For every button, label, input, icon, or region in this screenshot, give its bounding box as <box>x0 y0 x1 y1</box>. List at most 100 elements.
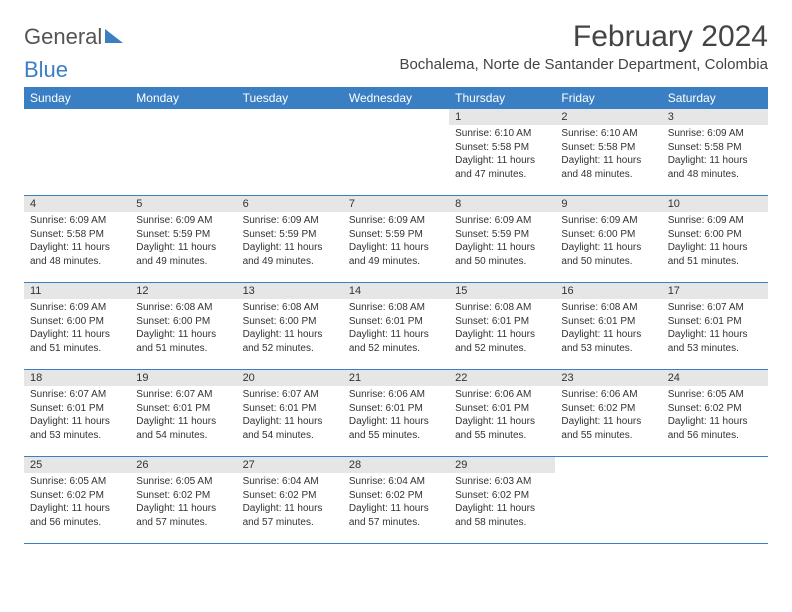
day-number: 9 <box>555 196 661 212</box>
calendar-cell: 2Sunrise: 6:10 AMSunset: 5:58 PMDaylight… <box>555 109 661 196</box>
day-details: Sunrise: 6:07 AMSunset: 6:01 PMDaylight:… <box>237 386 343 446</box>
calendar-cell: 20Sunrise: 6:07 AMSunset: 6:01 PMDayligh… <box>237 370 343 457</box>
calendar-week-row: ........1Sunrise: 6:10 AMSunset: 5:58 PM… <box>24 109 768 196</box>
day-number: 8 <box>449 196 555 212</box>
calendar-cell: 23Sunrise: 6:06 AMSunset: 6:02 PMDayligh… <box>555 370 661 457</box>
calendar-cell: 25Sunrise: 6:05 AMSunset: 6:02 PMDayligh… <box>24 457 130 544</box>
day-details: Sunrise: 6:07 AMSunset: 6:01 PMDaylight:… <box>24 386 130 446</box>
day-details: Sunrise: 6:07 AMSunset: 6:01 PMDaylight:… <box>130 386 236 446</box>
day-details: Sunrise: 6:09 AMSunset: 5:58 PMDaylight:… <box>24 212 130 272</box>
day-number: 25 <box>24 457 130 473</box>
day-number: 14 <box>343 283 449 299</box>
day-details: Sunrise: 6:05 AMSunset: 6:02 PMDaylight:… <box>24 473 130 533</box>
calendar-cell: 16Sunrise: 6:08 AMSunset: 6:01 PMDayligh… <box>555 283 661 370</box>
calendar-cell: 18Sunrise: 6:07 AMSunset: 6:01 PMDayligh… <box>24 370 130 457</box>
day-details: Sunrise: 6:08 AMSunset: 6:00 PMDaylight:… <box>130 299 236 359</box>
calendar-cell: 3Sunrise: 6:09 AMSunset: 5:58 PMDaylight… <box>662 109 768 196</box>
calendar-cell: 1Sunrise: 6:10 AMSunset: 5:58 PMDaylight… <box>449 109 555 196</box>
day-details: Sunrise: 6:09 AMSunset: 5:59 PMDaylight:… <box>130 212 236 272</box>
day-details: Sunrise: 6:08 AMSunset: 6:00 PMDaylight:… <box>237 299 343 359</box>
calendar-table: SundayMondayTuesdayWednesdayThursdayFrid… <box>24 87 768 544</box>
day-details: Sunrise: 6:04 AMSunset: 6:02 PMDaylight:… <box>237 473 343 533</box>
day-number: 2 <box>555 109 661 125</box>
day-details: Sunrise: 6:09 AMSunset: 5:59 PMDaylight:… <box>449 212 555 272</box>
logo-text-2: Blue <box>24 57 768 83</box>
day-header: Monday <box>130 87 236 109</box>
day-header: Thursday <box>449 87 555 109</box>
day-number: 6 <box>237 196 343 212</box>
day-header: Saturday <box>662 87 768 109</box>
day-details: Sunrise: 6:03 AMSunset: 6:02 PMDaylight:… <box>449 473 555 533</box>
logo-text-1: General <box>24 24 102 50</box>
day-details: Sunrise: 6:09 AMSunset: 5:59 PMDaylight:… <box>343 212 449 272</box>
calendar-cell: 11Sunrise: 6:09 AMSunset: 6:00 PMDayligh… <box>24 283 130 370</box>
calendar-cell: 14Sunrise: 6:08 AMSunset: 6:01 PMDayligh… <box>343 283 449 370</box>
day-number: 23 <box>555 370 661 386</box>
day-number: 18 <box>24 370 130 386</box>
day-details: Sunrise: 6:08 AMSunset: 6:01 PMDaylight:… <box>449 299 555 359</box>
calendar-cell: 7Sunrise: 6:09 AMSunset: 5:59 PMDaylight… <box>343 196 449 283</box>
day-details: Sunrise: 6:09 AMSunset: 5:59 PMDaylight:… <box>237 212 343 272</box>
day-number: 22 <box>449 370 555 386</box>
day-details: Sunrise: 6:06 AMSunset: 6:01 PMDaylight:… <box>449 386 555 446</box>
day-number: 10 <box>662 196 768 212</box>
calendar-cell: 12Sunrise: 6:08 AMSunset: 6:00 PMDayligh… <box>130 283 236 370</box>
day-details: Sunrise: 6:09 AMSunset: 6:00 PMDaylight:… <box>24 299 130 359</box>
day-header: Wednesday <box>343 87 449 109</box>
calendar-cell: .. <box>24 109 130 196</box>
calendar-week-row: 11Sunrise: 6:09 AMSunset: 6:00 PMDayligh… <box>24 283 768 370</box>
day-number: 26 <box>130 457 236 473</box>
calendar-cell: 29Sunrise: 6:03 AMSunset: 6:02 PMDayligh… <box>449 457 555 544</box>
day-number: 1 <box>449 109 555 125</box>
calendar-cell: 13Sunrise: 6:08 AMSunset: 6:00 PMDayligh… <box>237 283 343 370</box>
day-number: 13 <box>237 283 343 299</box>
day-header: Friday <box>555 87 661 109</box>
calendar-cell: 22Sunrise: 6:06 AMSunset: 6:01 PMDayligh… <box>449 370 555 457</box>
day-number: 21 <box>343 370 449 386</box>
calendar-cell: 28Sunrise: 6:04 AMSunset: 6:02 PMDayligh… <box>343 457 449 544</box>
calendar-cell: 10Sunrise: 6:09 AMSunset: 6:00 PMDayligh… <box>662 196 768 283</box>
day-details: Sunrise: 6:06 AMSunset: 6:01 PMDaylight:… <box>343 386 449 446</box>
day-number: 29 <box>449 457 555 473</box>
calendar-cell: 24Sunrise: 6:05 AMSunset: 6:02 PMDayligh… <box>662 370 768 457</box>
day-details: Sunrise: 6:05 AMSunset: 6:02 PMDaylight:… <box>130 473 236 533</box>
calendar-cell: 26Sunrise: 6:05 AMSunset: 6:02 PMDayligh… <box>130 457 236 544</box>
day-details: Sunrise: 6:05 AMSunset: 6:02 PMDaylight:… <box>662 386 768 446</box>
day-header: Tuesday <box>237 87 343 109</box>
calendar-cell: 9Sunrise: 6:09 AMSunset: 6:00 PMDaylight… <box>555 196 661 283</box>
calendar-cell: 27Sunrise: 6:04 AMSunset: 6:02 PMDayligh… <box>237 457 343 544</box>
day-details: Sunrise: 6:06 AMSunset: 6:02 PMDaylight:… <box>555 386 661 446</box>
calendar-cell: .. <box>237 109 343 196</box>
calendar-cell: .. <box>662 457 768 544</box>
calendar-cell: 19Sunrise: 6:07 AMSunset: 6:01 PMDayligh… <box>130 370 236 457</box>
calendar-week-row: 25Sunrise: 6:05 AMSunset: 6:02 PMDayligh… <box>24 457 768 544</box>
day-number: 4 <box>24 196 130 212</box>
day-number: 24 <box>662 370 768 386</box>
logo-triangle-icon <box>105 29 123 43</box>
calendar-cell: 21Sunrise: 6:06 AMSunset: 6:01 PMDayligh… <box>343 370 449 457</box>
calendar-cell: 6Sunrise: 6:09 AMSunset: 5:59 PMDaylight… <box>237 196 343 283</box>
day-details: Sunrise: 6:08 AMSunset: 6:01 PMDaylight:… <box>555 299 661 359</box>
calendar-cell: .. <box>130 109 236 196</box>
calendar-cell: 8Sunrise: 6:09 AMSunset: 5:59 PMDaylight… <box>449 196 555 283</box>
calendar-cell: 5Sunrise: 6:09 AMSunset: 5:59 PMDaylight… <box>130 196 236 283</box>
day-number: 12 <box>130 283 236 299</box>
day-details: Sunrise: 6:10 AMSunset: 5:58 PMDaylight:… <box>555 125 661 185</box>
calendar-week-row: 4Sunrise: 6:09 AMSunset: 5:58 PMDaylight… <box>24 196 768 283</box>
day-number: 5 <box>130 196 236 212</box>
calendar-cell: 17Sunrise: 6:07 AMSunset: 6:01 PMDayligh… <box>662 283 768 370</box>
day-number: 15 <box>449 283 555 299</box>
day-number: 20 <box>237 370 343 386</box>
calendar-cell: .. <box>343 109 449 196</box>
day-details: Sunrise: 6:10 AMSunset: 5:58 PMDaylight:… <box>449 125 555 185</box>
calendar-week-row: 18Sunrise: 6:07 AMSunset: 6:01 PMDayligh… <box>24 370 768 457</box>
day-details: Sunrise: 6:07 AMSunset: 6:01 PMDaylight:… <box>662 299 768 359</box>
day-number: 17 <box>662 283 768 299</box>
day-number: 27 <box>237 457 343 473</box>
day-number: 28 <box>343 457 449 473</box>
day-number: 16 <box>555 283 661 299</box>
day-number: 19 <box>130 370 236 386</box>
calendar-cell: .. <box>555 457 661 544</box>
calendar-cell: 15Sunrise: 6:08 AMSunset: 6:01 PMDayligh… <box>449 283 555 370</box>
day-details: Sunrise: 6:09 AMSunset: 5:58 PMDaylight:… <box>662 125 768 185</box>
